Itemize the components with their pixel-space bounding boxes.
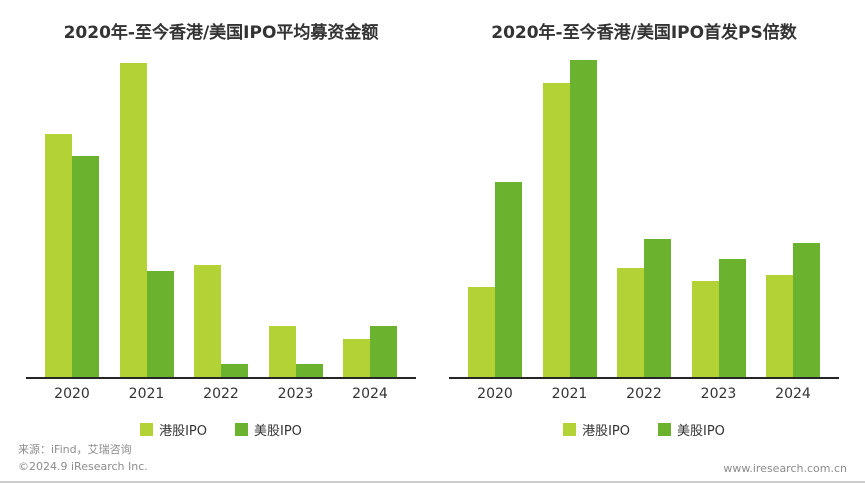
chart-ps-ratio: 2020年-至今香港/美国IPO首发PS倍数 2020 2021 2022 2023 2… bbox=[449, 12, 839, 439]
bar-美股IPO-2024 bbox=[370, 325, 397, 377]
x-axis-label-2022: 2022 bbox=[203, 386, 239, 402]
legend-swatch bbox=[563, 423, 577, 436]
legend: 港股IPO 美股IPO bbox=[26, 420, 416, 439]
bottom-divider bbox=[0, 481, 865, 483]
bar-group-2023 bbox=[268, 57, 324, 377]
x-axis-label-2022: 2022 bbox=[626, 386, 662, 402]
legend-item-港股IPO: 港股IPO bbox=[563, 420, 630, 439]
x-axis-label-2024: 2024 bbox=[775, 386, 811, 402]
bar-美股IPO-2023 bbox=[295, 364, 323, 377]
bar-美股IPO-2021 bbox=[569, 60, 597, 377]
legend-item-美股IPO: 美股IPO bbox=[235, 420, 302, 439]
x-axis-label-2024: 2024 bbox=[352, 386, 388, 402]
website-text: www.iresearch.com.cn bbox=[723, 462, 847, 475]
x-axis-label-2023: 2023 bbox=[700, 386, 737, 402]
legend-label: 港股IPO bbox=[582, 424, 630, 439]
bar-group-2022 bbox=[616, 57, 672, 377]
x-axis-label-2023: 2023 bbox=[277, 386, 314, 402]
legend: 港股IPO 美股IPO bbox=[449, 420, 839, 439]
x-axis-label-2020: 2020 bbox=[477, 386, 513, 402]
plot-area bbox=[449, 57, 839, 379]
legend-item-港股IPO: 港股IPO bbox=[140, 420, 207, 439]
legend-item-美股IPO: 美股IPO bbox=[658, 420, 725, 439]
x-axis-labels: 2020 2021 2022 2023 2024 bbox=[449, 386, 839, 402]
bar-美股IPO-2022 bbox=[221, 364, 248, 377]
bar-港股IPO-2021 bbox=[119, 63, 147, 377]
bar-美股IPO-2023 bbox=[718, 258, 746, 377]
bar-港股IPO-2020 bbox=[468, 287, 495, 377]
bar-group-2022 bbox=[193, 57, 249, 377]
bar-group-2024 bbox=[765, 57, 821, 377]
bar-美股IPO-2024 bbox=[793, 242, 820, 377]
footer: 来源：iFind，艾瑞咨询 ©2024.9 iResearch Inc. www… bbox=[18, 441, 847, 475]
x-axis-label-2020: 2020 bbox=[54, 386, 90, 402]
chart-title: 2020年-至今香港/美国IPO首发PS倍数 bbox=[491, 23, 797, 43]
x-axis-labels: 2020 2021 2022 2023 2024 bbox=[26, 386, 416, 402]
bar-美股IPO-2022 bbox=[644, 239, 671, 377]
bar-美股IPO-2020 bbox=[495, 181, 522, 377]
footer-left: 来源：iFind，艾瑞咨询 ©2024.9 iResearch Inc. bbox=[18, 441, 148, 475]
legend-swatch bbox=[658, 423, 671, 436]
x-axis-label-2021: 2021 bbox=[128, 386, 165, 402]
legend-swatch bbox=[235, 423, 248, 436]
bar-group-2021 bbox=[119, 57, 175, 377]
chart-title: 2020年-至今香港/美国IPO平均募资金额 bbox=[63, 23, 379, 43]
bar-港股IPO-2022 bbox=[194, 265, 221, 377]
bar-美股IPO-2020 bbox=[72, 156, 99, 377]
charts-row: 2020年-至今香港/美国IPO平均募资金额 2020 2021 2022 2023 2… bbox=[26, 12, 839, 439]
chart-avg-fundraising: 2020年-至今香港/美国IPO平均募资金额 2020 2021 2022 2023 2… bbox=[26, 12, 416, 439]
bar-group-2021 bbox=[542, 57, 598, 377]
copyright-text: ©2024.9 iResearch Inc. bbox=[18, 459, 148, 473]
bar-港股IPO-2024 bbox=[766, 274, 793, 377]
x-axis-label-2021: 2021 bbox=[551, 386, 588, 402]
plot-area bbox=[26, 57, 416, 379]
bar-港股IPO-2023 bbox=[691, 281, 719, 377]
legend-label: 港股IPO bbox=[159, 424, 207, 439]
bar-美股IPO-2021 bbox=[146, 271, 174, 377]
bar-港股IPO-2023 bbox=[268, 325, 296, 377]
source-text: 来源：iFind，艾瑞咨询 bbox=[18, 442, 132, 456]
bar-group-2023 bbox=[691, 57, 747, 377]
bar-group-2020 bbox=[467, 57, 523, 377]
bar-group-2024 bbox=[342, 57, 398, 377]
bar-港股IPO-2021 bbox=[542, 82, 570, 377]
legend-swatch bbox=[140, 423, 154, 436]
bar-港股IPO-2024 bbox=[343, 338, 370, 377]
bar-group-2020 bbox=[44, 57, 100, 377]
bar-港股IPO-2022 bbox=[617, 268, 644, 377]
legend-label: 美股IPO bbox=[677, 424, 725, 439]
legend-label: 美股IPO bbox=[254, 424, 302, 439]
bar-港股IPO-2020 bbox=[45, 133, 72, 377]
